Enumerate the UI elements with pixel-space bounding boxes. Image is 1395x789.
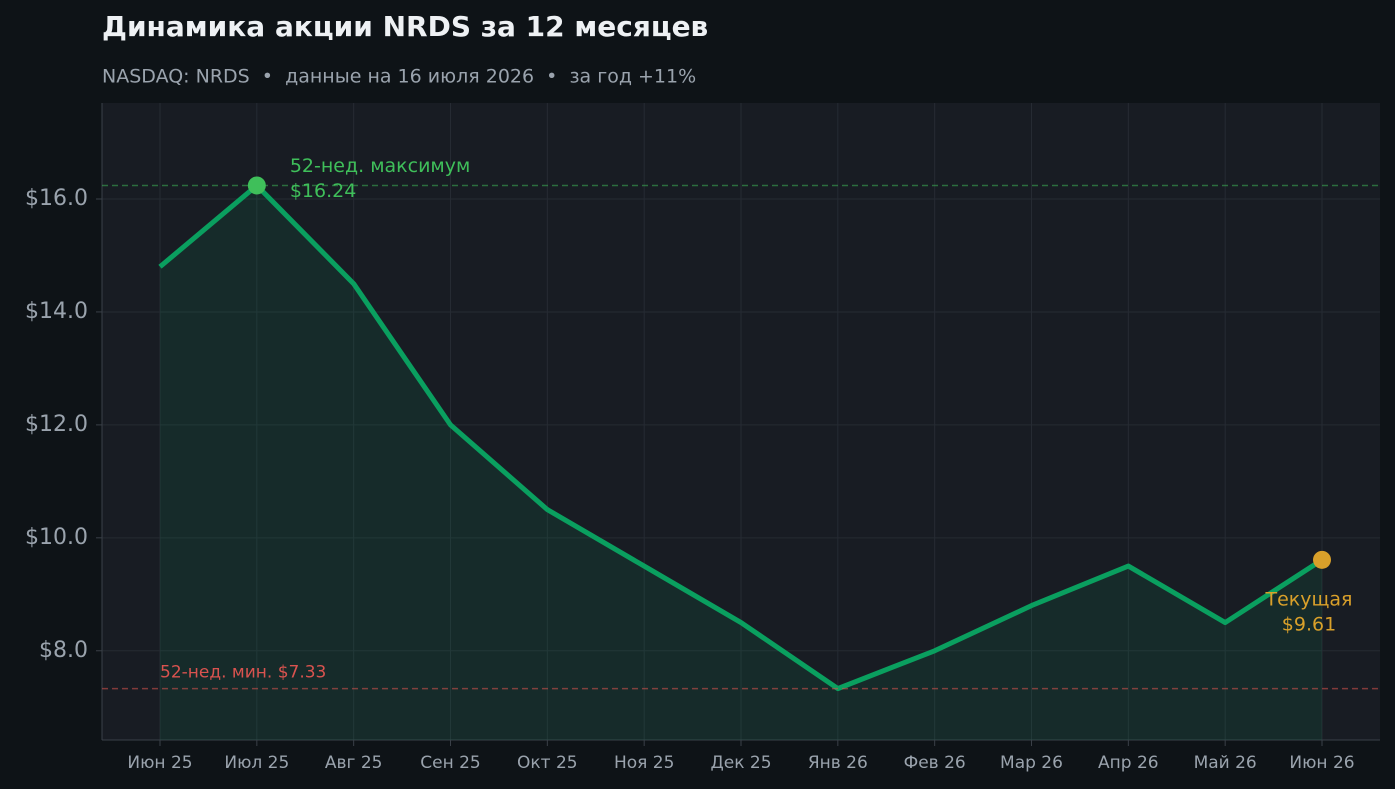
- x-tick-label: Сен 25: [420, 753, 480, 773]
- high-label: 52-нед. максимум: [290, 155, 471, 177]
- x-tick-label: Дек 25: [710, 753, 771, 773]
- y-tick-label: $8.0: [39, 638, 88, 663]
- current-label: $9.61: [1282, 613, 1336, 635]
- y-tick-label: $10.0: [25, 525, 88, 550]
- high-label: $16.24: [290, 180, 356, 202]
- x-tick-label: Авг 25: [325, 753, 383, 773]
- low-label: 52-нед. мин. $7.33: [160, 663, 326, 683]
- area-fill: [160, 185, 1322, 740]
- current-marker: [1313, 550, 1331, 569]
- x-tick-label: Фев 26: [904, 753, 966, 773]
- x-tick-label: Ноя 25: [614, 753, 674, 773]
- x-tick-label: Июл 25: [224, 753, 289, 773]
- y-tick-label: $16.0: [25, 186, 88, 211]
- x-tick-label: Мар 26: [1000, 753, 1063, 773]
- chart-title: Динамика акции NRDS за 12 месяцев: [102, 10, 708, 43]
- x-tick-label: Янв 26: [808, 753, 868, 773]
- x-tick-label: Апр 26: [1098, 753, 1159, 773]
- current-label: Текущая: [1265, 588, 1353, 610]
- x-tick-label: Июн 25: [127, 753, 192, 773]
- high-marker: [247, 176, 266, 195]
- line: [158, 182, 1324, 692]
- x-tick-label: Июн 26: [1289, 753, 1354, 773]
- x-tick-label: Окт 25: [517, 753, 578, 773]
- y-tick-label: $14.0: [25, 299, 88, 324]
- chart-subtitle: NASDAQ: NRDS • данные на 16 июля 2026 • …: [102, 66, 696, 88]
- x-tick-label: Май 26: [1194, 753, 1257, 773]
- y-tick-label: $12.0: [25, 412, 88, 437]
